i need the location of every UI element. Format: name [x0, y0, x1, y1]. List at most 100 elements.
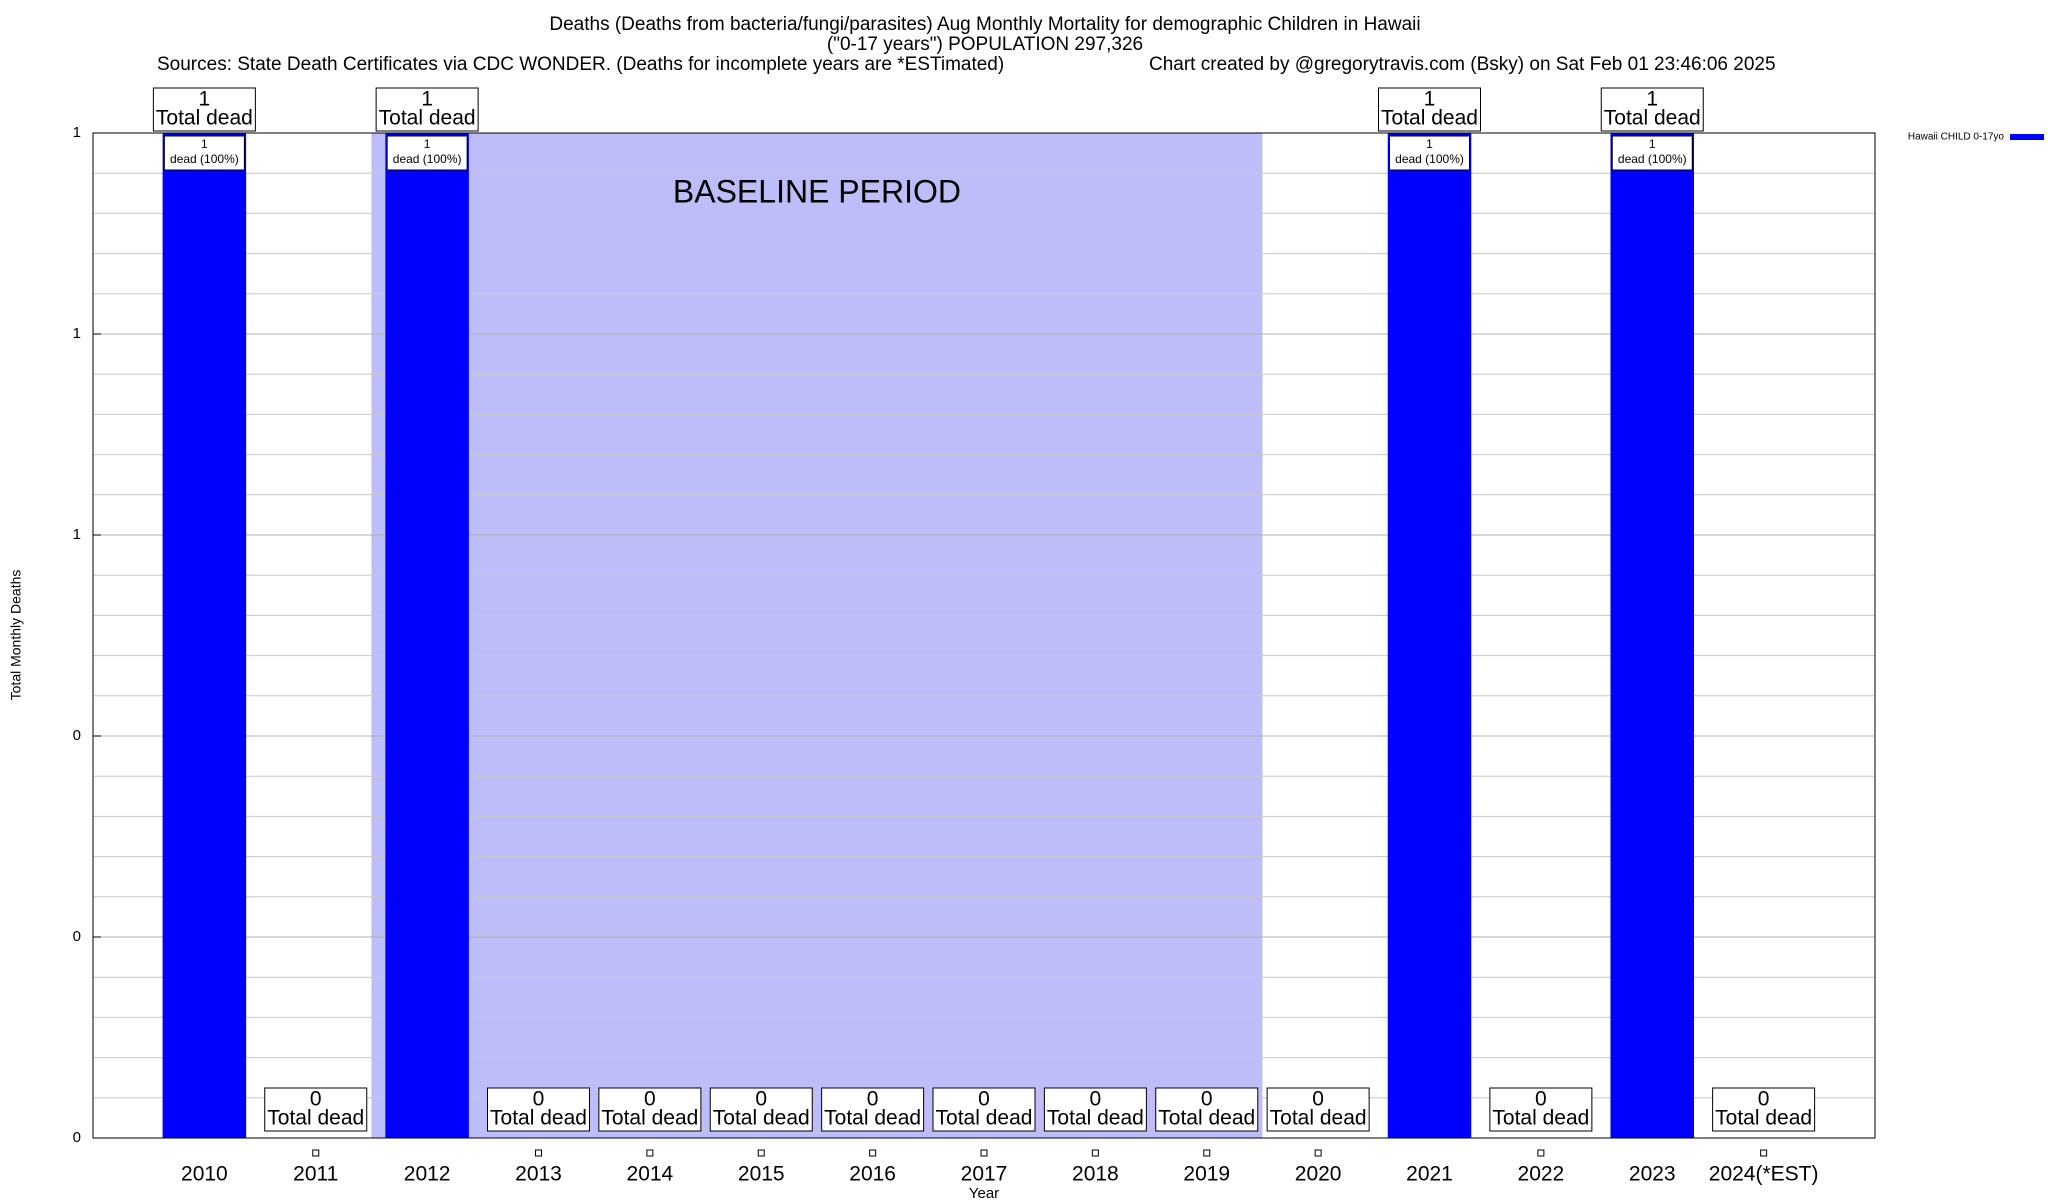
total-text: Total dead [156, 107, 253, 130]
bar-value: 1 [1649, 137, 1656, 151]
total-text: Total dead [601, 1107, 698, 1130]
bar [162, 133, 247, 1138]
zero-marker [869, 1149, 877, 1157]
zero-marker [1203, 1149, 1211, 1157]
bar-value: 1 [424, 137, 431, 151]
total-text: Total dead [1604, 107, 1701, 130]
total-value: 0 [1201, 1088, 1213, 1111]
total-text: Total dead [1492, 1107, 1589, 1130]
x-tick-label: 2020 [1295, 1163, 1342, 1186]
label-box [932, 1087, 1036, 1132]
label-box [1611, 135, 1693, 171]
y-tick-label: 1 [73, 526, 81, 543]
total-text: Total dead [1270, 1107, 1367, 1130]
zero-marker [1091, 1149, 1099, 1157]
label-box [163, 135, 245, 171]
x-tick-label: 2014 [627, 1163, 674, 1186]
total-text: Total dead [1047, 1107, 1144, 1130]
total-value: 1 [199, 88, 211, 111]
y-tick-label: 0 [73, 727, 81, 744]
total-text: Total dead [713, 1107, 810, 1130]
bar-text: dead (100%) [1395, 152, 1464, 166]
label-box [1489, 1087, 1593, 1132]
zero-marker [1537, 1149, 1545, 1157]
zero-marker [980, 1149, 988, 1157]
y-tick-label: 1 [73, 124, 81, 141]
x-tick-label: 2010 [181, 1163, 228, 1186]
label-box [152, 87, 256, 132]
bar-text: dead (100%) [170, 152, 239, 166]
sources: Sources: State Death Certificates via CD… [157, 54, 1004, 75]
y-tick-label: 0 [73, 1129, 81, 1146]
bar-value: 1 [201, 137, 208, 151]
total-text: Total dead [1381, 107, 1478, 130]
baseline-label: BASELINE PERIOD [673, 173, 961, 209]
total-text: Total dead [1715, 1107, 1812, 1130]
x-tick-label: 2024(*EST) [1709, 1163, 1819, 1186]
total-value: 1 [1646, 88, 1658, 111]
chart-title: Deaths (Deaths from bacteria/fungi/paras… [549, 14, 1420, 35]
x-tick-label: 2022 [1518, 1163, 1565, 1186]
x-tick-label: 2019 [1183, 1163, 1230, 1186]
total-value: 0 [755, 1088, 767, 1111]
baseline-period [371, 133, 1263, 1138]
bar [385, 133, 469, 1138]
label-box [386, 135, 468, 171]
y-axis-title: Total Monthly Deaths [8, 570, 24, 701]
x-tick-label: 2011 [293, 1163, 338, 1186]
zero-marker [1760, 1149, 1768, 1157]
x-tick-label: 2017 [961, 1163, 1008, 1186]
chart-subtitle: ("0-17 years") POPULATION 297,326 [827, 34, 1143, 55]
plot-frame [92, 132, 1876, 1139]
label-box [1712, 1087, 1816, 1132]
label-box [1155, 1087, 1259, 1132]
total-value: 0 [644, 1088, 656, 1111]
label-box [598, 1087, 702, 1132]
x-tick-label: 2021 [1406, 1163, 1453, 1186]
total-text: Total dead [1158, 1107, 1255, 1130]
x-axis-title: Year [969, 1185, 999, 1200]
label-box [1378, 87, 1481, 132]
total-value: 1 [1424, 88, 1436, 111]
x-tick-label: 2013 [515, 1163, 562, 1186]
total-text: Total dead [490, 1107, 587, 1130]
label-box [1043, 1087, 1147, 1132]
bar-text: dead (100%) [1618, 152, 1687, 166]
zero-marker [646, 1149, 654, 1157]
label-box [1266, 1087, 1370, 1132]
total-value: 0 [310, 1088, 322, 1111]
label-box [1389, 135, 1470, 171]
legend-label: Hawaii CHILD 0-17yo [1908, 132, 2005, 143]
total-text: Total dead [936, 1107, 1033, 1130]
zero-marker [1314, 1149, 1322, 1157]
total-value: 0 [1090, 1088, 1102, 1111]
label-box [709, 1087, 813, 1132]
x-tick-label: 2015 [738, 1163, 785, 1186]
label-box [375, 87, 479, 132]
y-tick-label: 1 [73, 325, 81, 342]
total-text: Total dead [824, 1107, 921, 1130]
label-box [1600, 87, 1704, 132]
total-value: 0 [533, 1088, 545, 1111]
total-value: 0 [978, 1088, 990, 1111]
x-tick-label: 2016 [849, 1163, 896, 1186]
x-tick-label: 2012 [404, 1163, 451, 1186]
total-value: 1 [421, 88, 433, 111]
label-box [821, 1087, 925, 1132]
total-value: 0 [867, 1088, 879, 1111]
